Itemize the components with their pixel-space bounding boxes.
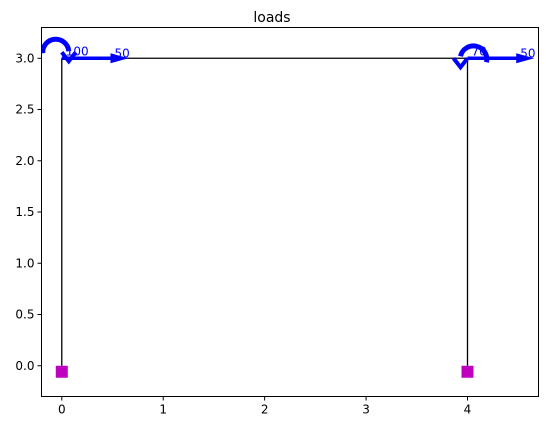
y-tick-label: 2.0 — [15, 154, 34, 168]
x-tick-label: 0 — [58, 403, 66, 417]
axes-frame — [41, 27, 539, 397]
y-tick-label: 1.0 — [15, 256, 34, 270]
x-tick-label: 3 — [362, 403, 370, 417]
point-load-arrowhead — [110, 53, 129, 64]
x-axis: 0 1 2 3 4 — [58, 396, 472, 417]
y-tick-label: 1.5 — [15, 205, 34, 219]
x-tick-label: 2 — [261, 403, 269, 417]
chart-title: loads — [253, 10, 290, 26]
moment-arc — [41, 36, 72, 54]
y-tick-label: 3.0 — [15, 51, 34, 65]
y-tick-label: 2.5 — [15, 103, 34, 117]
point-load-label: 50 — [520, 46, 535, 60]
moment-label: 70 — [472, 44, 487, 58]
support-marker — [461, 365, 474, 378]
y-tick-label: 0.0 — [15, 359, 34, 373]
point-load-label: 50 — [115, 46, 130, 60]
moment-arrowhead — [60, 51, 78, 65]
x-tick-label: 1 — [159, 403, 167, 417]
moment-arc — [458, 43, 490, 63]
y-tick-label: 0.5 — [15, 308, 34, 322]
y-axis: 0.0 0.5 1.0 1.5 2.0 2.5 3.0 — [15, 51, 42, 373]
moment-label: 100 — [66, 44, 89, 58]
plot-area: 50 50 100 70 — [41, 36, 535, 378]
moment-arrowhead — [451, 57, 470, 71]
x-tick-label: 4 — [464, 403, 472, 417]
point-load-arrowhead — [516, 53, 535, 64]
support-marker — [55, 365, 68, 378]
